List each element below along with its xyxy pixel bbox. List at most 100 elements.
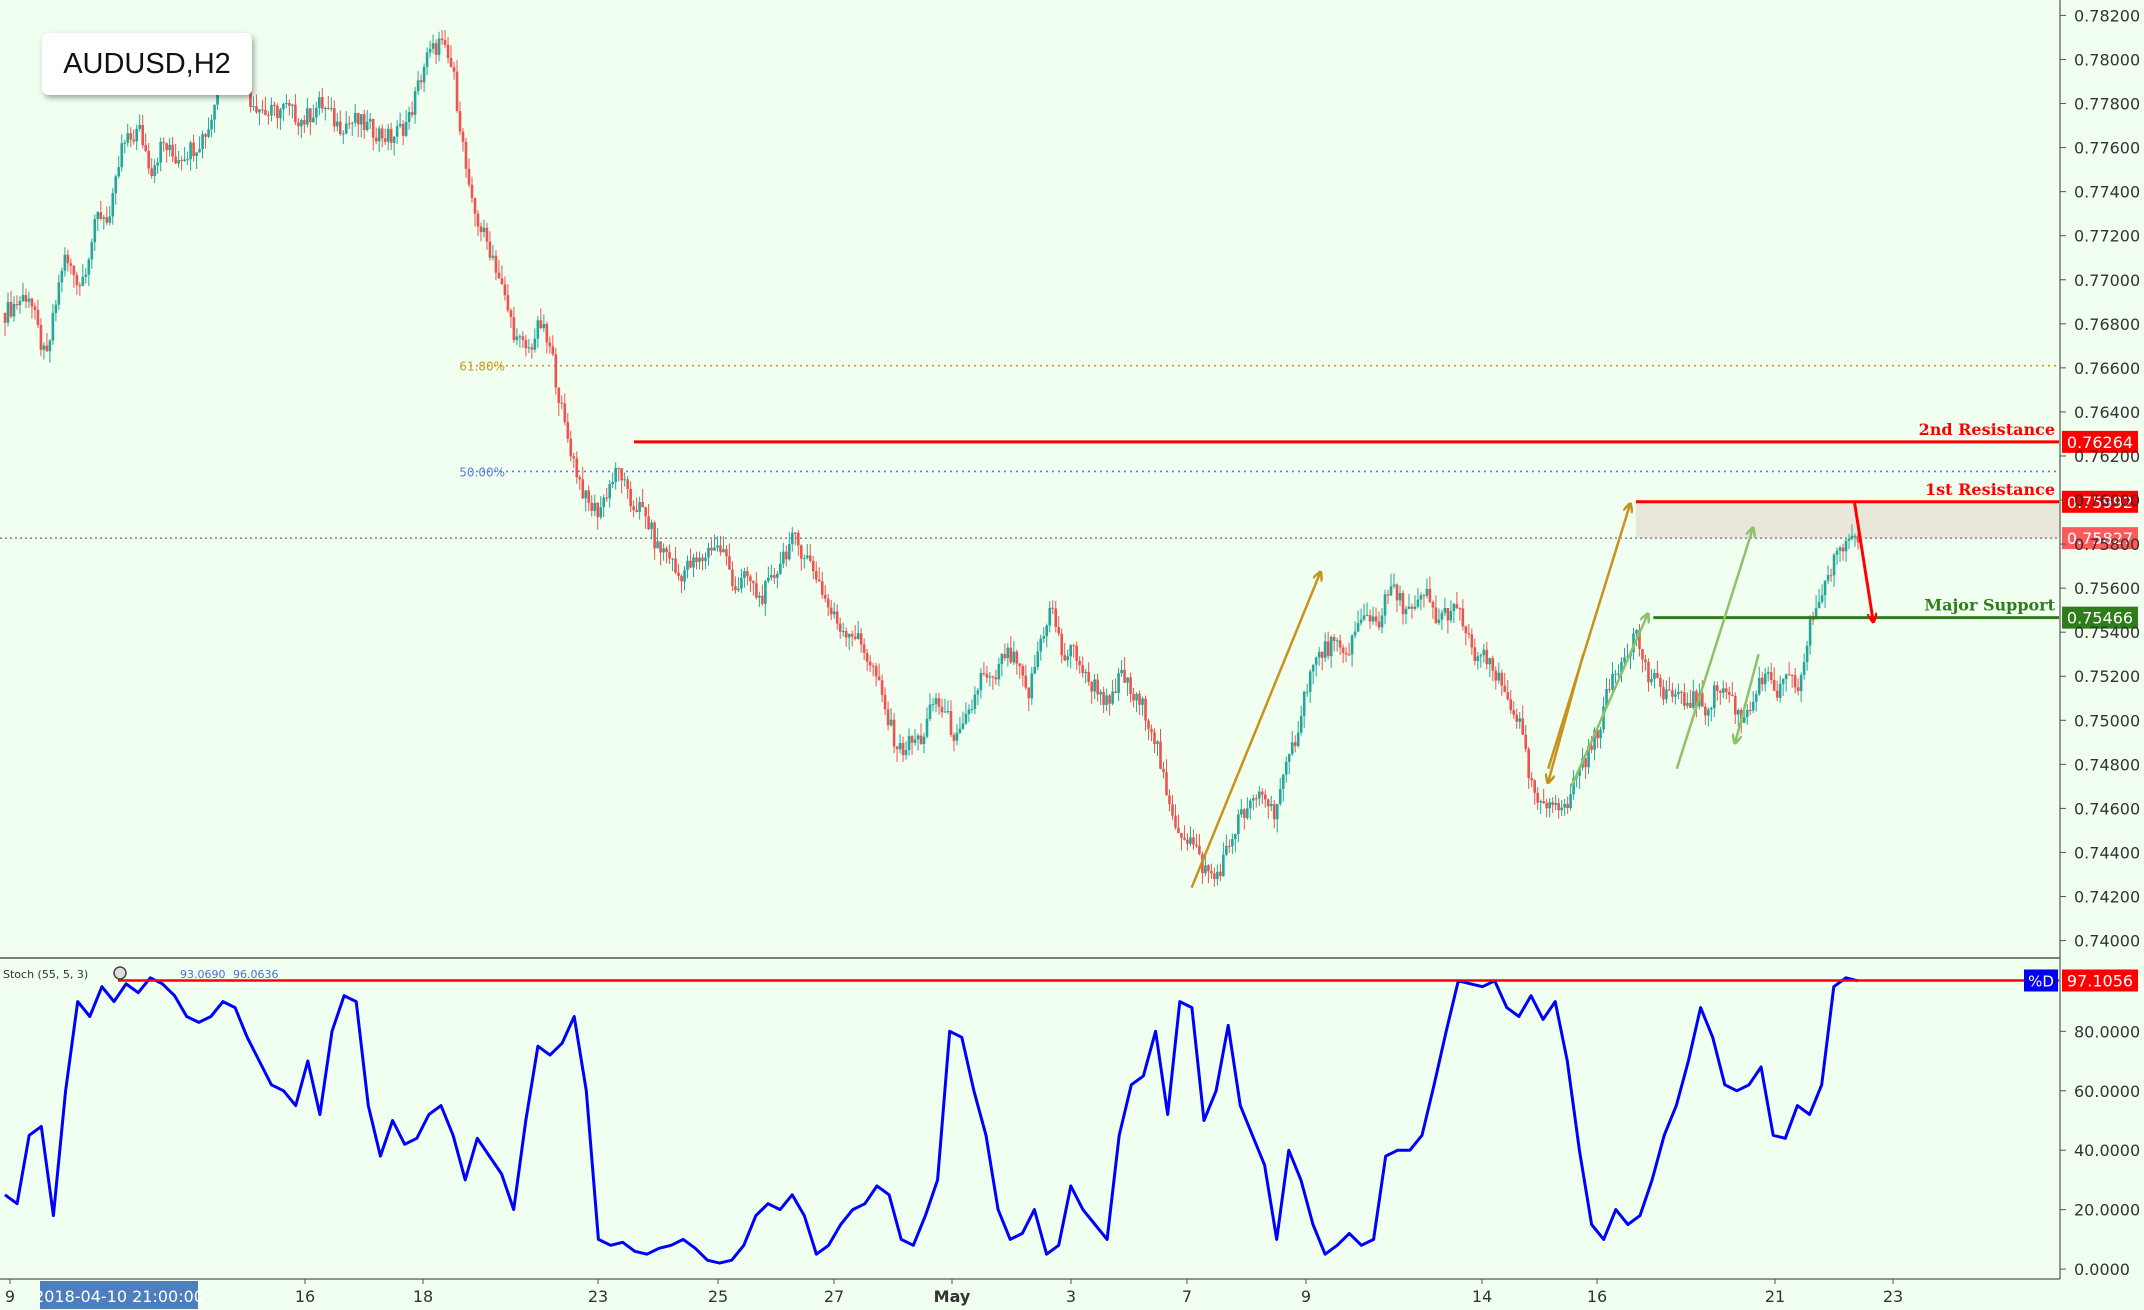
candle-body: [925, 718, 929, 737]
candle: [1159, 728, 1162, 770]
candle-body: [180, 160, 183, 162]
candle-body: [1545, 803, 1548, 809]
candle: [1222, 842, 1225, 877]
candle-body: [1557, 802, 1560, 811]
candle: [419, 74, 423, 90]
candle: [452, 61, 456, 80]
candle-body: [512, 317, 516, 341]
candle-body: [288, 102, 291, 106]
price-tick-label: 0.74800: [2074, 755, 2140, 774]
stoch-legend-tag: %D: [2028, 972, 2054, 990]
candle: [458, 101, 462, 136]
candle-body: [93, 219, 97, 243]
candle: [353, 103, 357, 127]
candle-body: [1084, 671, 1087, 674]
candle-body: [799, 545, 803, 559]
candle-body: [521, 336, 525, 340]
candle-body: [862, 644, 866, 653]
candle: [710, 539, 713, 556]
candle-body: [1638, 629, 1641, 650]
candle: [1509, 690, 1513, 715]
candle-body: [575, 458, 579, 478]
candle-body: [1721, 688, 1725, 693]
candle-body: [1204, 865, 1207, 874]
candle-body: [1311, 664, 1315, 672]
candle: [42, 342, 46, 360]
candle-body: [249, 89, 252, 108]
candle: [470, 176, 474, 204]
candle-body: [1536, 792, 1539, 803]
candle: [138, 114, 142, 132]
candle: [916, 733, 920, 751]
candle-body: [973, 694, 977, 709]
candle: [874, 662, 878, 687]
candle-body: [1784, 674, 1788, 680]
candle-body: [1216, 871, 1219, 880]
candle: [964, 702, 968, 726]
candle-body: [1635, 629, 1638, 634]
candle: [1030, 666, 1034, 705]
candle: [1246, 797, 1249, 820]
candle-body: [1521, 718, 1525, 735]
candle: [623, 472, 626, 487]
candle-body: [1365, 615, 1369, 617]
candle-body: [1716, 685, 1719, 691]
candle-body: [1745, 709, 1749, 718]
candle: [1153, 728, 1156, 754]
time-tick-label: 9: [1301, 1287, 1311, 1306]
candle: [925, 707, 929, 739]
candle: [1302, 690, 1306, 728]
candle: [503, 276, 507, 301]
candle: [985, 665, 989, 683]
candle: [578, 474, 582, 491]
candle: [1344, 647, 1348, 662]
candle-body: [174, 156, 177, 164]
candle: [1281, 773, 1285, 802]
candle-body: [1263, 794, 1267, 800]
candle: [1419, 592, 1423, 611]
candle-body: [545, 324, 549, 343]
candle: [1692, 679, 1695, 710]
candle: [213, 104, 216, 133]
candle: [928, 693, 932, 722]
candle: [1653, 669, 1656, 689]
candle-body: [1515, 714, 1519, 722]
candle-body: [533, 338, 537, 350]
candle-body: [207, 129, 210, 137]
candle-body: [764, 581, 767, 604]
candle-body: [1763, 673, 1767, 685]
candle-body: [1470, 634, 1474, 648]
candle: [596, 502, 600, 530]
candle-body: [1338, 640, 1342, 648]
candle: [1407, 593, 1411, 610]
candle: [1287, 753, 1291, 775]
candle-body: [57, 282, 61, 305]
candle: [1018, 662, 1022, 679]
candle-body: [701, 557, 704, 561]
candle-body: [829, 607, 833, 615]
trend-arrow: [1570, 615, 1648, 787]
candle-body: [1132, 694, 1135, 701]
candle: [1243, 807, 1246, 830]
candle: [1521, 705, 1525, 735]
candle-body: [722, 549, 725, 553]
candle-body: [12, 304, 16, 317]
candle-body: [602, 497, 606, 508]
candle: [1171, 795, 1174, 820]
candle: [1449, 600, 1453, 623]
candle: [793, 531, 797, 546]
candle-body: [1111, 691, 1114, 704]
candle-body: [796, 532, 800, 546]
candle: [820, 571, 824, 599]
candle: [1060, 628, 1064, 664]
candle: [497, 259, 501, 279]
candle: [695, 551, 698, 570]
candle: [75, 271, 79, 295]
candle: [12, 296, 16, 322]
candle: [602, 494, 606, 518]
candle-body: [698, 557, 701, 563]
candle-body: [255, 106, 258, 113]
candle-body: [1668, 689, 1671, 691]
candle-body: [874, 666, 878, 677]
